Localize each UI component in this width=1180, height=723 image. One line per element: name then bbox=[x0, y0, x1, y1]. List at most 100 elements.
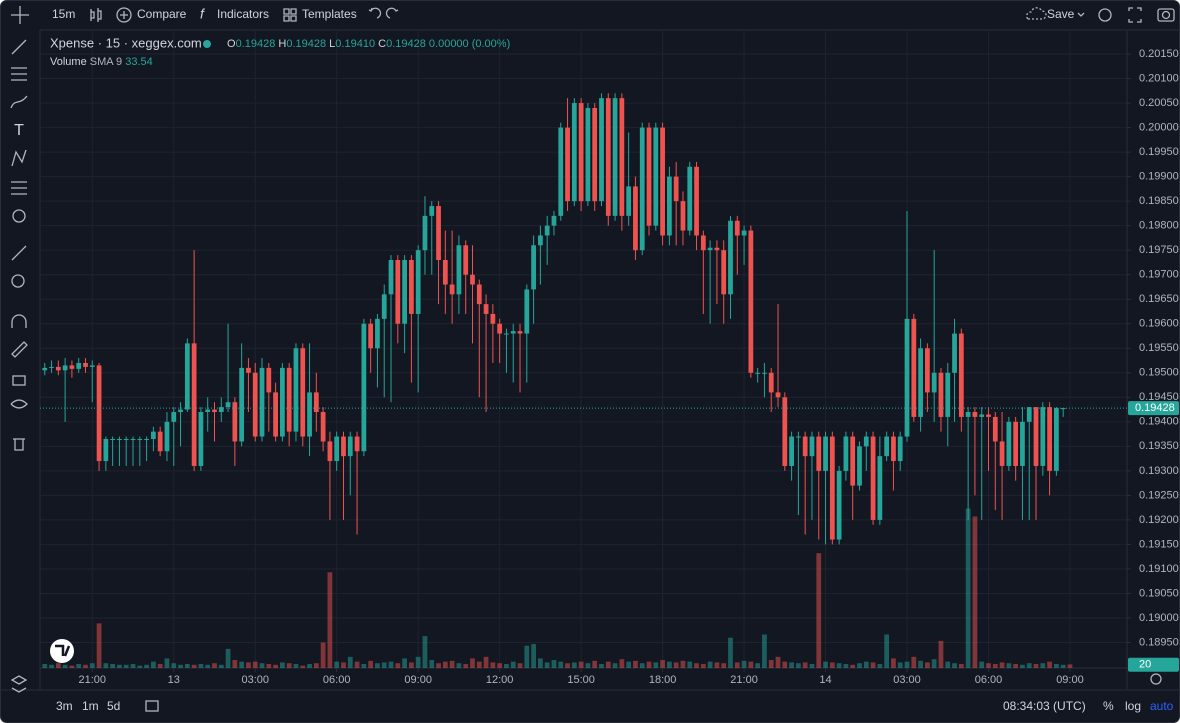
text-tool[interactable]: T bbox=[14, 122, 24, 139]
lock-drawing-tool[interactable] bbox=[11, 341, 28, 358]
y-tick-label: 0.19000 bbox=[1139, 612, 1179, 624]
candle-body bbox=[347, 436, 353, 457]
candle-body bbox=[212, 409, 217, 413]
volume-bar bbox=[524, 645, 530, 668]
object-tree-icon[interactable] bbox=[10, 675, 28, 693]
visibility-tool[interactable] bbox=[10, 399, 28, 409]
volume-bar bbox=[232, 660, 238, 668]
volume-bar bbox=[938, 640, 944, 668]
compare-button[interactable]: Compare bbox=[137, 7, 187, 21]
settings-icon[interactable] bbox=[1098, 8, 1112, 22]
volume-bar bbox=[436, 663, 441, 668]
candle-body bbox=[986, 414, 991, 417]
lock-tool[interactable] bbox=[12, 375, 26, 386]
volume-bar bbox=[483, 656, 489, 668]
auto-toggle[interactable]: auto bbox=[1150, 699, 1174, 713]
change-value: 0.00000 (0.00%) bbox=[429, 38, 510, 50]
undo-icon[interactable] bbox=[368, 7, 382, 19]
legend: Xpense · 15 · xeggex.com O0.19428 H0.194… bbox=[50, 35, 510, 67]
volume-bar bbox=[110, 664, 116, 668]
percent-toggle[interactable]: % bbox=[1103, 699, 1114, 713]
templates-button[interactable]: Templates bbox=[302, 7, 357, 21]
y-tick-label: 0.19300 bbox=[1139, 465, 1179, 477]
candle-body bbox=[565, 127, 570, 202]
x-tick-label: 06:00 bbox=[975, 674, 1003, 686]
candle-body bbox=[538, 235, 543, 246]
indicators-icon[interactable]: f bbox=[200, 6, 206, 22]
crosshair-icon[interactable] bbox=[11, 6, 29, 24]
candle-body bbox=[341, 436, 346, 457]
candle-body bbox=[626, 186, 632, 216]
candle-body bbox=[517, 331, 523, 334]
candle-body bbox=[395, 259, 401, 324]
volume-bar bbox=[850, 664, 856, 668]
candle-body bbox=[891, 436, 896, 462]
candle-body bbox=[707, 247, 713, 251]
candle-body bbox=[673, 176, 679, 202]
volume-bar bbox=[612, 663, 618, 668]
volume-bar bbox=[293, 664, 299, 668]
volume-bar bbox=[62, 664, 68, 668]
o-value: 0.19428 bbox=[236, 38, 276, 50]
indicators-button[interactable]: Indicators bbox=[217, 7, 269, 21]
volume-bar bbox=[300, 665, 306, 668]
volume-bar bbox=[755, 663, 761, 668]
volume-bar bbox=[633, 660, 638, 668]
candle-body bbox=[422, 215, 428, 251]
volume-bar bbox=[829, 662, 835, 668]
volume-bar bbox=[605, 661, 611, 668]
candle-body bbox=[361, 323, 367, 452]
candle-body bbox=[42, 367, 48, 371]
candle-body bbox=[816, 436, 822, 471]
drawing-toolbar: T bbox=[10, 39, 28, 693]
chart-type-icon[interactable] bbox=[90, 8, 102, 22]
axis-settings-icon[interactable] bbox=[1150, 673, 1162, 685]
fib-tool[interactable] bbox=[11, 67, 27, 81]
goto-date-icon[interactable] bbox=[145, 700, 159, 712]
screenshot-icon[interactable] bbox=[1157, 8, 1175, 22]
candle-body bbox=[734, 220, 740, 236]
fullscreen-icon[interactable] bbox=[1128, 7, 1142, 23]
volume-bar bbox=[402, 658, 407, 668]
magnet-tool[interactable] bbox=[11, 314, 27, 328]
candle-body bbox=[741, 230, 747, 236]
save-menu-arrow[interactable] bbox=[1077, 12, 1085, 17]
range-button[interactable]: 3m bbox=[56, 699, 73, 713]
pattern-tool[interactable] bbox=[11, 149, 27, 167]
brush-tool[interactable] bbox=[10, 95, 28, 109]
volume-bar bbox=[734, 662, 740, 668]
trend-line-tool[interactable] bbox=[11, 39, 27, 55]
candle-body bbox=[300, 348, 306, 437]
volume-bar bbox=[212, 663, 217, 668]
volume-bar bbox=[266, 664, 272, 668]
volume-bar bbox=[958, 664, 964, 668]
candle-body bbox=[415, 250, 421, 314]
y-tick-label: 0.20100 bbox=[1139, 72, 1179, 84]
save-cloud-icon[interactable] bbox=[1026, 7, 1047, 20]
volume-bar bbox=[103, 663, 109, 668]
range-button[interactable]: 5d bbox=[107, 699, 120, 713]
forecast-tool[interactable] bbox=[11, 181, 27, 195]
delete-tool[interactable] bbox=[13, 438, 25, 451]
compare-icon[interactable] bbox=[116, 7, 132, 23]
candle-body bbox=[605, 98, 611, 216]
volume-bar bbox=[782, 661, 788, 668]
interval-button[interactable]: 15m bbox=[52, 7, 75, 21]
zoom-tool[interactable] bbox=[11, 274, 25, 288]
emoji-tool[interactable] bbox=[12, 209, 26, 223]
range-button[interactable]: 1m bbox=[82, 699, 99, 713]
x-tick-label: 15:00 bbox=[567, 674, 595, 686]
volume-bar bbox=[517, 663, 523, 668]
candle-body bbox=[232, 402, 238, 442]
volume-bar bbox=[1060, 664, 1066, 668]
candle-body bbox=[388, 259, 394, 295]
x-tick-label: 21:00 bbox=[79, 674, 107, 686]
y-tick-label: 0.19950 bbox=[1139, 146, 1179, 158]
templates-icon[interactable] bbox=[283, 8, 297, 22]
save-button[interactable]: Save bbox=[1047, 7, 1075, 21]
candle-body bbox=[762, 372, 767, 374]
log-toggle[interactable]: log bbox=[1125, 699, 1141, 713]
candle-body bbox=[442, 259, 448, 285]
ruler-tool[interactable] bbox=[11, 245, 27, 261]
